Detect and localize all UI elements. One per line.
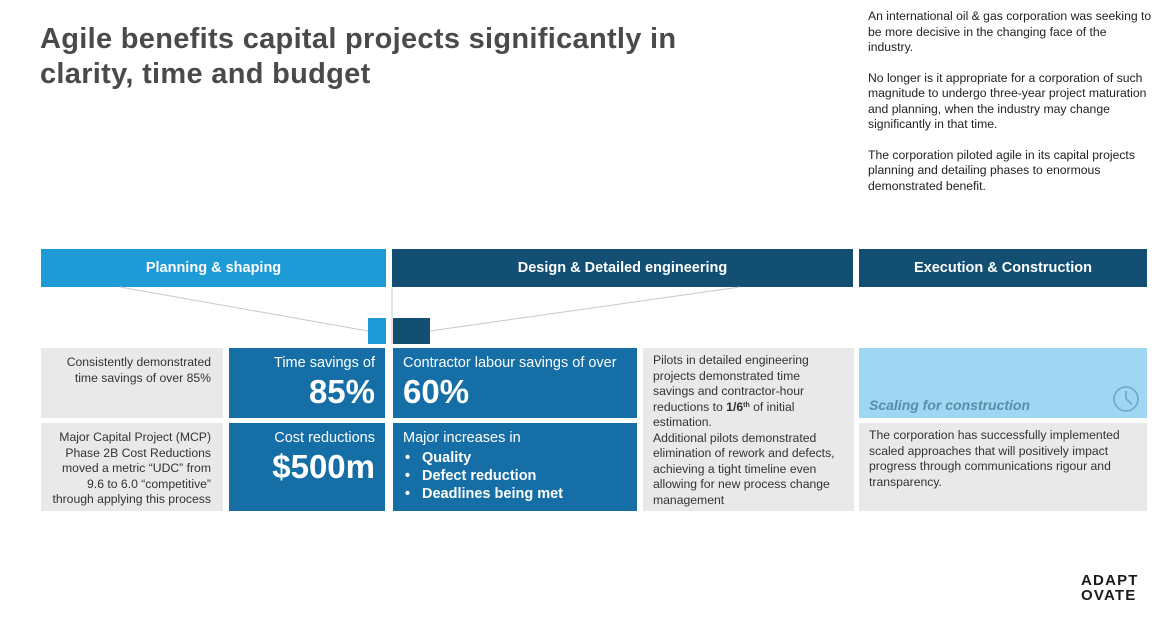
scaling-box: Scaling for construction xyxy=(859,348,1147,418)
increase-item-quality: Quality xyxy=(403,449,627,467)
intro-paragraph-2: No longer is it appropriate for a corpor… xyxy=(868,70,1147,132)
adaptovate-logo: ADAPT OVATE xyxy=(1081,573,1151,603)
time-savings-label: Time savings of xyxy=(274,355,375,371)
pilot-fraction-sup: th xyxy=(743,401,750,409)
increases-list: Quality Defect reduction Deadlines being… xyxy=(403,449,627,503)
increase-item-deadlines: Deadlines being met xyxy=(403,485,627,503)
clock-icon xyxy=(1113,386,1139,412)
title-line-1: Agile benefits capital projects signific… xyxy=(40,23,677,55)
pilot-text-b: of initial estimation. xyxy=(653,399,795,430)
scaling-label: Scaling for construction xyxy=(869,397,1031,413)
intro-text: An international oil & gas corporation w… xyxy=(868,9,1153,209)
intro-paragraph-1: An international oil & gas corporation w… xyxy=(868,9,1152,54)
logo-line-1: ADAPT xyxy=(1081,572,1139,589)
labour-savings-value: 60% xyxy=(403,373,470,410)
time-savings-metric: Time savings of 85% xyxy=(229,348,385,418)
time-savings-note: Consistently demonstrated time savings o… xyxy=(41,348,223,418)
phase-execution-header: Execution & Construction xyxy=(859,249,1147,287)
pilot-paragraph-1: Pilots in detailed engineering projects … xyxy=(653,353,844,431)
cost-reduction-label: Cost reductions xyxy=(274,430,375,446)
title-line-2: clarity, time and budget xyxy=(40,58,371,90)
increase-item-defect: Defect reduction xyxy=(403,467,627,485)
phase-design-header: Design & Detailed engineering xyxy=(392,249,853,287)
pilot-text-a: Pilots in detailed engineering projects … xyxy=(653,353,809,414)
logo-line-2: OVATE xyxy=(1081,587,1137,604)
pilot-paragraph-2: Additional pilots demonstrated eliminati… xyxy=(653,430,835,507)
pilot-description: Pilots in detailed engineering projects … xyxy=(643,348,854,511)
phase-planning-header: Planning & shaping xyxy=(41,249,386,287)
cost-reduction-metric: Cost reductions $500m xyxy=(229,423,385,511)
design-marker xyxy=(393,318,430,344)
construction-description: The corporation has successfully impleme… xyxy=(859,423,1147,511)
major-increases-label: Major increases in xyxy=(403,430,521,446)
intro-paragraph-3: The corporation piloted agile in its cap… xyxy=(868,147,1135,193)
planning-marker xyxy=(368,318,386,344)
pilot-fraction: 1/6th xyxy=(726,399,750,414)
labour-savings-metric: Contractor labour savings of over 60% xyxy=(393,348,637,418)
cost-reduction-value: $500m xyxy=(272,448,375,485)
labour-savings-label: Contractor labour savings of over xyxy=(403,355,617,371)
page-title: Agile benefits capital projects signific… xyxy=(40,22,760,92)
major-increases-metric: Major increases in Quality Defect reduct… xyxy=(393,423,637,511)
cost-reduction-note: Major Capital Project (MCP) Phase 2B Cos… xyxy=(41,423,223,511)
time-savings-value: 85% xyxy=(308,373,375,410)
